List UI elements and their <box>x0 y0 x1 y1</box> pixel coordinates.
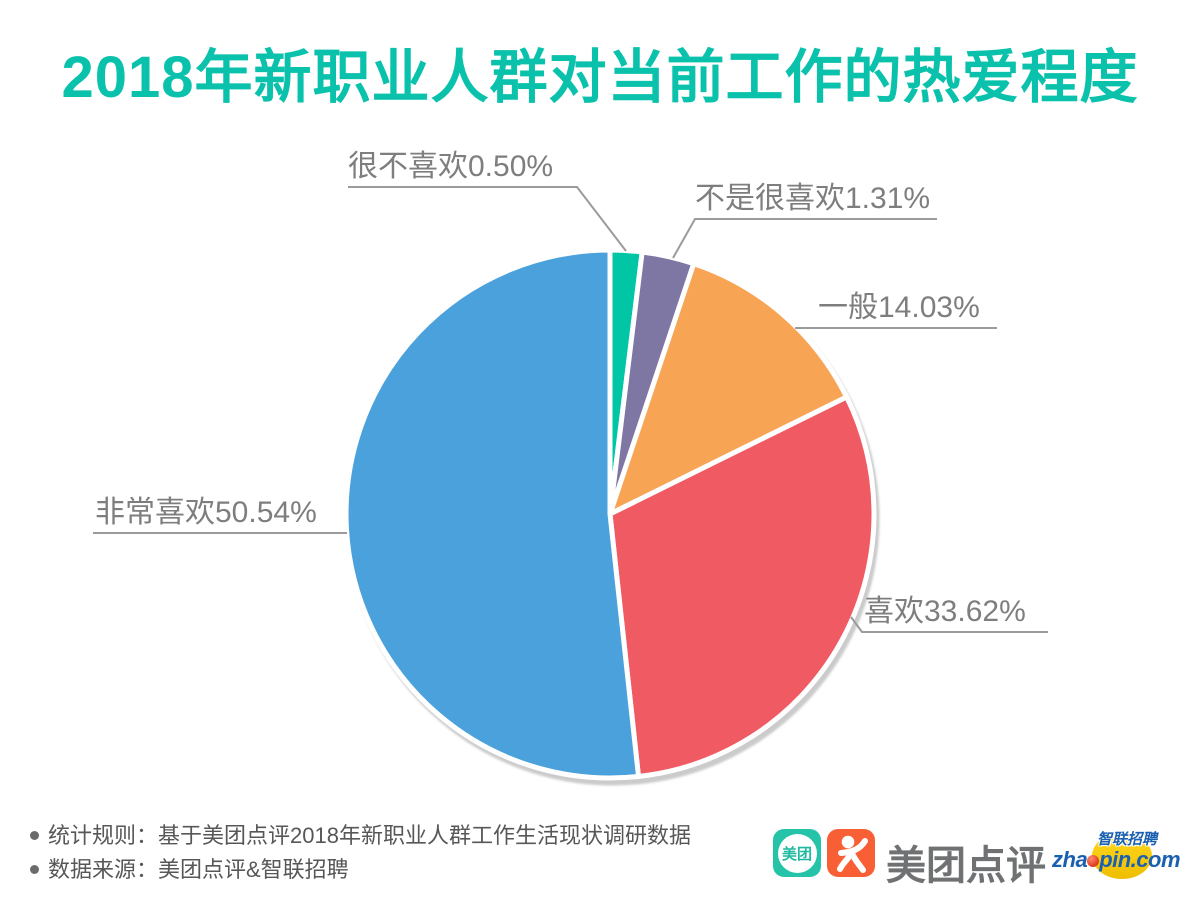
note-text: 数据来源：美团点评&智联招聘 <box>48 857 349 882</box>
bullet-icon <box>30 831 39 840</box>
zhaopin-wordmark-suffix: pin.com <box>1099 847 1181 872</box>
footer-notes: 统计规则：基于美团点评2018年新职业人群工作生活现状调研数据 数据来源：美团点… <box>30 824 691 882</box>
leader-like <box>850 616 1048 633</box>
zhaopin-red-dot-icon <box>1087 855 1100 867</box>
leader-lines <box>93 186 1048 633</box>
leader-not-very-like <box>672 218 937 259</box>
pie-label-average: 一般14.03% <box>818 291 980 324</box>
pie-slice-2 <box>607 261 850 517</box>
page-title: 2018年新职业人群对当前工作的热爱程度 <box>61 45 1139 110</box>
leader-very-dislike <box>348 186 627 252</box>
dianping-figure-icon <box>837 835 868 873</box>
meituan-logo-icon: 美团 <box>773 829 821 877</box>
zhaopin-logo: 智联招聘 zha pin.com <box>1052 820 1194 892</box>
zhaopin-ellipse-icon <box>1092 833 1152 879</box>
pie-slice-4 <box>343 247 642 781</box>
note-statistics-rule: 统计规则：基于美团点评2018年新职业人群工作生活现状调研数据 <box>30 824 691 848</box>
pie-label-like: 喜欢33.62% <box>864 595 1026 628</box>
pie-label-very-like: 非常喜欢50.54% <box>95 496 317 529</box>
bullet-icon <box>30 865 39 874</box>
dianping-logo-icon <box>827 829 875 877</box>
meituan-dianping-wordmark: 美团点评 <box>886 844 1046 888</box>
pie-label-very-dislike: 很不喜欢0.50% <box>348 150 554 183</box>
zhaopin-wordmark: zha pin.com <box>1052 847 1181 873</box>
pie-slice-3 <box>607 394 877 779</box>
zhaopin-cn-text: 智联招聘 <box>1097 831 1158 848</box>
note-text: 统计规则：基于美团点评2018年新职业人群工作生活现状调研数据 <box>48 823 691 848</box>
meituan-logo-circle: 美团 <box>777 833 817 873</box>
pie-slices <box>343 247 877 781</box>
note-data-source: 数据来源：美团点评&智联招聘 <box>30 858 691 882</box>
zhaopin-wordmark-prefix: zha <box>1052 847 1088 872</box>
pie-label-not-very-like: 不是很喜欢1.31% <box>695 182 931 215</box>
meituan-logo-text: 美团 <box>781 845 812 863</box>
